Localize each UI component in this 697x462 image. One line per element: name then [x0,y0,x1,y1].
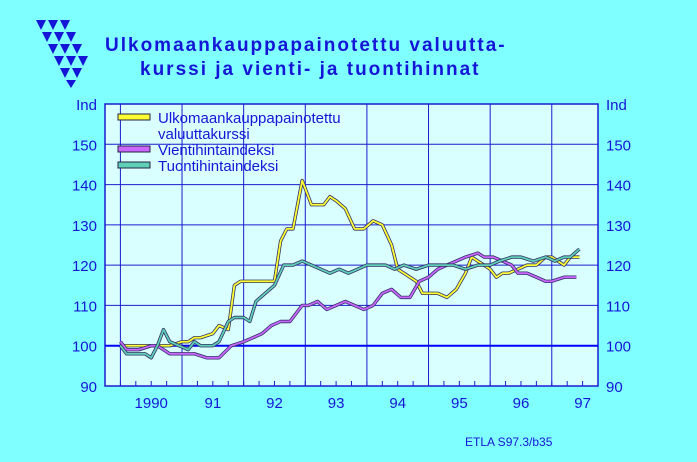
legend-swatch-1 [117,145,151,153]
x-tick-1990: 1990 [135,395,168,412]
series-line-0 [120,179,580,347]
x-tick-93: 93 [328,395,345,412]
x-tick-97: 97 [574,395,591,412]
x-tick-94: 94 [389,395,406,412]
x-tick-92: 92 [266,395,283,412]
y-tick-right-90: 90 [606,379,623,396]
y-tick-right-130: 130 [606,218,631,235]
series-line-2 [119,248,581,359]
y-tick-right-110: 110 [606,298,630,315]
source-note: ETLA S97.3/b35 [465,435,553,449]
y-tick-left-110: 110 [73,298,97,315]
x-tick-96: 96 [513,395,530,412]
legend-label-0: Ulkomaankauppapainotettu [158,110,341,127]
legend-label-1: Vientihintaindeksi [158,142,274,159]
y-tick-right-120: 120 [606,258,631,275]
legend-swatch-2 [117,161,151,169]
etla-triangles-logo [36,20,88,88]
y-tick-left-120: 120 [72,258,97,275]
y-tick-right-100: 100 [606,339,631,356]
chart-title-line-1: Ulkomaankauppapainotettu valuutta- [105,35,507,56]
y-axis-label-left: Ind [76,97,97,114]
y-tick-left-140: 140 [72,178,97,195]
plot-area [104,103,599,387]
legend-label-2: Tuontihintaindeksi [158,158,278,175]
y-axis-label-right: Ind [606,97,627,114]
x-tick-95: 95 [451,395,468,412]
legend-swatch-0 [117,113,151,121]
y-tick-left-130: 130 [72,218,97,235]
y-tick-left-150: 150 [72,137,97,154]
y-tick-right-150: 150 [606,137,631,154]
x-tick-91: 91 [205,395,222,412]
y-tick-right-140: 140 [606,178,631,195]
y-tick-left-100: 100 [72,339,97,356]
chart-title-line-2: kurssi ja vienti- ja tuontihinnat [140,59,481,80]
legend-label-0-line-2: valuuttakurssi [158,126,250,143]
y-tick-left-90: 90 [80,379,97,396]
